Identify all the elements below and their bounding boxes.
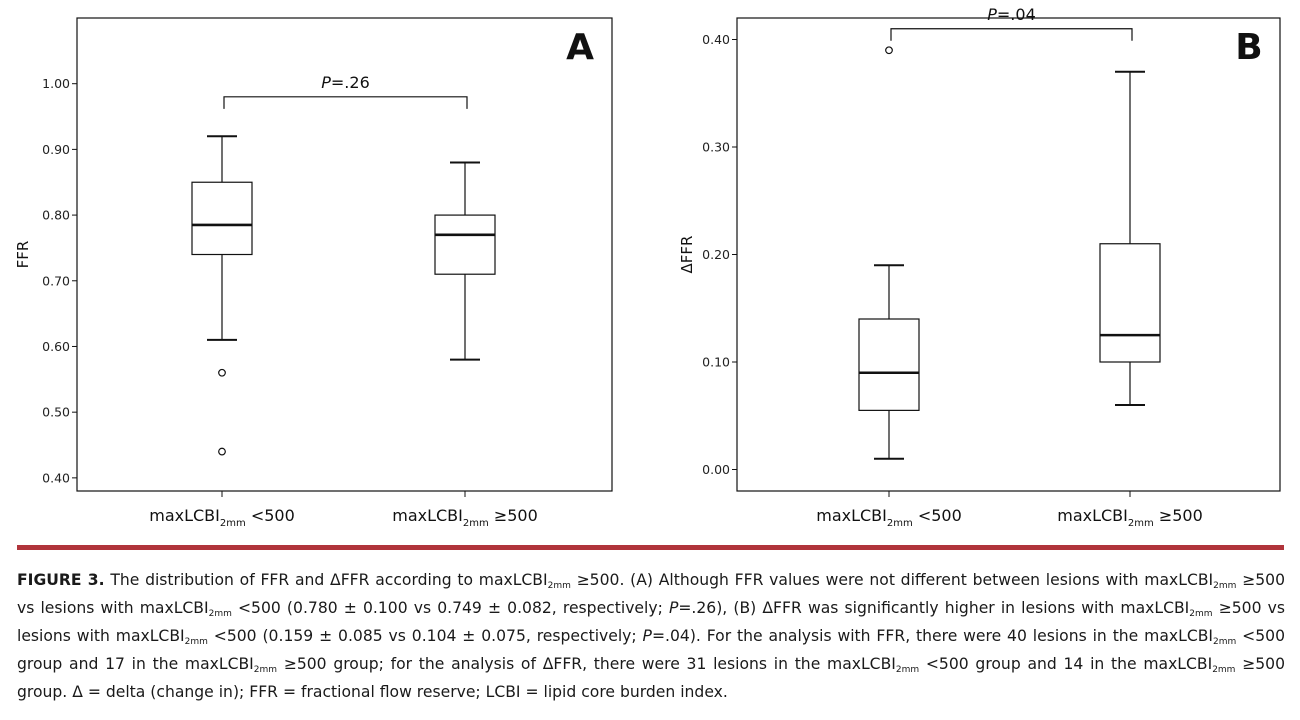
- panel-label: B: [1235, 27, 1262, 68]
- y-axis-label: FFR: [14, 241, 32, 269]
- caption-subscript: 2mm: [895, 665, 920, 675]
- caption-rule: [17, 545, 1284, 550]
- y-tick-label: 0.80: [42, 208, 70, 223]
- y-tick-label: 0.90: [42, 142, 70, 157]
- caption-subscript: 2mm: [1213, 581, 1237, 591]
- caption-italic: P: [668, 599, 679, 617]
- caption-text: ≥500. (A) Although FFR values were not d…: [570, 571, 1214, 589]
- caption-subscript: 2mm: [1213, 637, 1237, 647]
- caption-text: <500 (0.780 ± 0.100 vs 0.749 ± 0.082, re…: [231, 599, 669, 617]
- caption-text: =.26), (B) ΔFFR was significantly higher…: [678, 599, 1190, 617]
- y-tick-label: 1.00: [42, 76, 70, 91]
- caption-body: The distribution of FFR and ΔFFR accordi…: [17, 571, 1285, 701]
- figure-caption: FIGURE 3. The distribution of FFR and ΔF…: [17, 566, 1285, 706]
- caption-text: The distribution of FFR and ΔFFR accordi…: [104, 571, 548, 589]
- y-tick-label: 0.20: [702, 247, 730, 262]
- caption-lead: FIGURE 3.: [17, 571, 105, 589]
- y-tick-label: 0.40: [702, 32, 730, 47]
- y-axis-label: ΔFFR: [678, 236, 696, 274]
- x-category-label: maxLCBI2mm ≥500: [1057, 506, 1203, 529]
- caption-italic: P: [642, 627, 652, 645]
- significance-bracket: [223, 96, 468, 109]
- significance-bracket: [890, 28, 1133, 41]
- plot-frame: [736, 17, 1281, 492]
- y-tick-label: 0.00: [702, 462, 730, 477]
- x-category-label: maxLCBI2mm ≥500: [392, 506, 538, 529]
- caption-text: <500 group and 14 in the maxLCBI: [919, 655, 1213, 673]
- y-tick-label: 0.50: [42, 405, 70, 420]
- caption-subscript: 2mm: [208, 609, 232, 619]
- caption-text: =.04). For the analysis with FFR, there …: [651, 627, 1214, 645]
- caption-text: ≥500 group. Δ = delta (change in); FFR =…: [17, 655, 1286, 701]
- caption-subscript: 2mm: [1189, 609, 1213, 619]
- caption-text: ≥500 vs lesions with maxLCBI: [17, 599, 1285, 645]
- caption-text: <500 (0.159 ± 0.085 vs 0.104 ± 0.075, re…: [207, 627, 643, 645]
- y-tick-label: 0.10: [702, 355, 730, 370]
- iqr-box: [191, 181, 253, 256]
- caption-text: ≥500 vs lesions with maxLCBI: [17, 571, 1285, 617]
- y-tick-label: 0.70: [42, 273, 70, 288]
- outlier-point: [218, 447, 226, 456]
- iqr-box: [434, 214, 496, 275]
- caption-subscript: 2mm: [253, 665, 278, 675]
- figure: A 0.40 0.50 0.60 0.70 0.80 0.90 1.00 FFR maxLCBI2…: [14, 5, 1281, 529]
- p-value-label: P=.04: [987, 5, 1036, 24]
- caption-subscript: 2mm: [184, 637, 208, 647]
- caption-text: ≥500 group; for the analysis of ΔFFR, th…: [277, 655, 896, 673]
- y-tick-label: 0.30: [702, 140, 730, 155]
- iqr-box: [1099, 243, 1161, 363]
- outlier-point: [218, 368, 226, 377]
- caption-text: <500 group and 17 in the maxLCBI: [17, 627, 1285, 673]
- caption-subscript: 2mm: [1212, 665, 1236, 675]
- p-value-label: P=.26: [321, 73, 370, 92]
- x-category-label: maxLCBI2mm <500: [149, 506, 295, 529]
- y-tick-label: 0.40: [42, 470, 70, 485]
- chart-panel-a: A 0.40 0.50 0.60 0.70 0.80 0.90 1.00 FFR maxLCBI2…: [14, 17, 613, 529]
- caption-subscript: 2mm: [547, 581, 571, 591]
- y-tick-label: 0.60: [42, 339, 70, 354]
- plot-frame: [76, 17, 613, 492]
- chart-panel-b: B 0.00 0.10 0.20 0.30 0.40 ΔFFR maxLCBI2mm <500…: [678, 5, 1281, 529]
- iqr-box: [858, 318, 920, 411]
- outlier-point: [885, 46, 893, 55]
- panel-label: A: [566, 27, 594, 68]
- x-category-label: maxLCBI2mm <500: [816, 506, 962, 529]
